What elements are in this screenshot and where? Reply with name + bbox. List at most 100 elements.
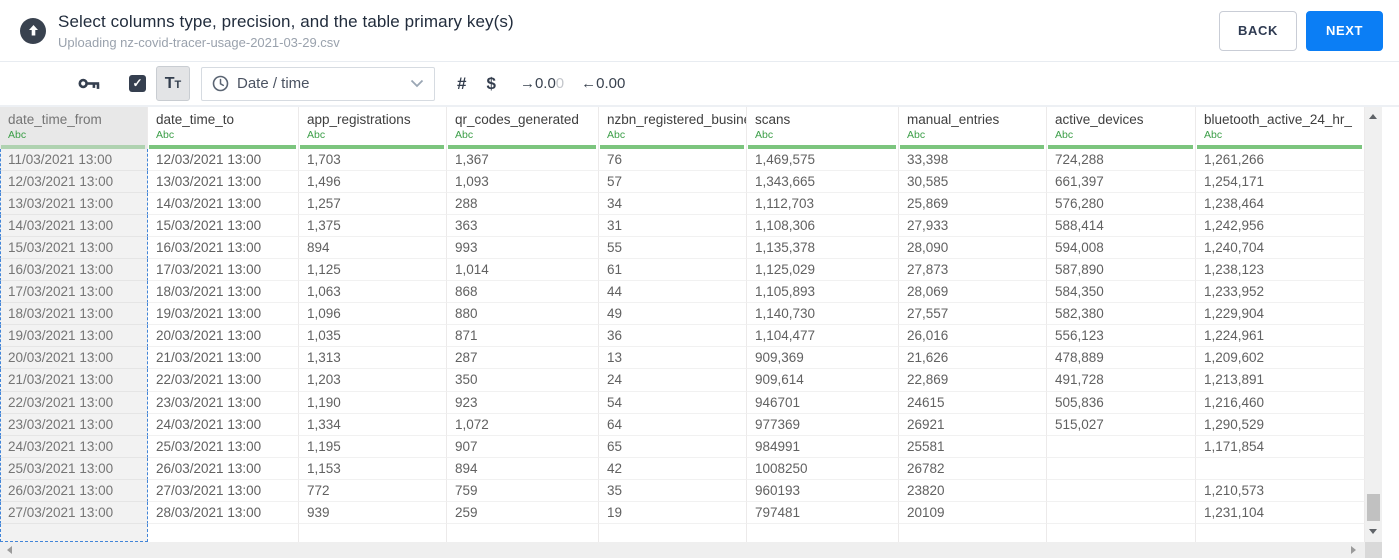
cell-date_time_from[interactable]: 11/03/2021 13:00 xyxy=(0,149,148,172)
cell-date_time_to[interactable]: 21/03/2021 13:00 xyxy=(148,347,299,370)
cell-qr_codes_generated[interactable]: 923 xyxy=(447,391,599,414)
cell-app_registrations[interactable]: 1,096 xyxy=(299,303,447,326)
cell-date_time_from[interactable]: 22/03/2021 13:00 xyxy=(0,391,148,414)
primary-key-icon[interactable] xyxy=(78,75,102,92)
cell-date_time_to[interactable]: 17/03/2021 13:00 xyxy=(148,259,299,282)
cell-nzbn_registered_busine[interactable]: 13 xyxy=(599,347,747,370)
cell-app_registrations[interactable]: 1,334 xyxy=(299,413,447,436)
cell-bluetooth_active_24_hr_[interactable]: 1,213,891 xyxy=(1196,369,1365,392)
cell-bluetooth_active_24_hr_[interactable]: 1,209,602 xyxy=(1196,347,1365,370)
cell-nzbn_registered_busine[interactable]: 35 xyxy=(599,479,747,502)
cell-nzbn_registered_busine[interactable]: 19 xyxy=(599,501,747,524)
cell-qr_codes_generated[interactable]: 259 xyxy=(447,501,599,524)
cell-active_devices[interactable]: 491,728 xyxy=(1047,369,1196,392)
cell-app_registrations[interactable]: 1,257 xyxy=(299,193,447,216)
cell-date_time_to[interactable]: 26/03/2021 13:00 xyxy=(148,457,299,480)
cell-scans[interactable] xyxy=(747,523,899,542)
cell-date_time_from[interactable]: 13/03/2021 13:00 xyxy=(0,193,148,216)
cell-app_registrations[interactable]: 1,190 xyxy=(299,391,447,414)
cell-scans[interactable]: 1,140,730 xyxy=(747,303,899,326)
column-header-nzbn_registered_busine[interactable]: nzbn_registered_busine Abc xyxy=(599,107,747,149)
cell-date_time_to[interactable]: 18/03/2021 13:00 xyxy=(148,281,299,304)
cell-date_time_from[interactable]: 16/03/2021 13:00 xyxy=(0,259,148,282)
cell-date_time_from[interactable]: 14/03/2021 13:00 xyxy=(0,215,148,238)
cell-active_devices[interactable]: 556,123 xyxy=(1047,325,1196,348)
cell-nzbn_registered_busine[interactable]: 57 xyxy=(599,171,747,194)
cell-manual_entries[interactable]: 25581 xyxy=(899,435,1047,458)
cell-date_time_from[interactable]: 21/03/2021 13:00 xyxy=(0,369,148,392)
cell-manual_entries[interactable]: 22,869 xyxy=(899,369,1047,392)
cell-nzbn_registered_busine[interactable]: 44 xyxy=(599,281,747,304)
cell-qr_codes_generated[interactable]: 1,014 xyxy=(447,259,599,282)
text-type-button[interactable]: Tt xyxy=(156,66,190,101)
cell-bluetooth_active_24_hr_[interactable]: 1,216,460 xyxy=(1196,391,1365,414)
cell-manual_entries[interactable]: 20109 xyxy=(899,501,1047,524)
cell-app_registrations[interactable]: 1,035 xyxy=(299,325,447,348)
type-dropdown[interactable]: Date / time xyxy=(201,66,435,101)
cell-qr_codes_generated[interactable]: 287 xyxy=(447,347,599,370)
cell-active_devices[interactable]: 505,836 xyxy=(1047,391,1196,414)
cell-nzbn_registered_busine[interactable]: 24 xyxy=(599,369,747,392)
scroll-down-icon[interactable] xyxy=(1369,529,1377,534)
column-header-qr_codes_generated[interactable]: qr_codes_generated Abc xyxy=(447,107,599,149)
precision-decrease-button[interactable]: ←0.00 xyxy=(581,75,626,92)
cell-app_registrations[interactable]: 1,195 xyxy=(299,435,447,458)
cell-nzbn_registered_busine[interactable]: 61 xyxy=(599,259,747,282)
cell-manual_entries[interactable]: 27,557 xyxy=(899,303,1047,326)
vertical-scrollbar-thumb[interactable] xyxy=(1367,494,1380,521)
cell-scans[interactable]: 1,343,665 xyxy=(747,171,899,194)
cell-nzbn_registered_busine[interactable]: 49 xyxy=(599,303,747,326)
next-button[interactable]: NEXT xyxy=(1306,10,1383,51)
cell-qr_codes_generated[interactable]: 871 xyxy=(447,325,599,348)
cell-qr_codes_generated[interactable]: 1,367 xyxy=(447,149,599,172)
cell-bluetooth_active_24_hr_[interactable]: 1,210,573 xyxy=(1196,479,1365,502)
cell-scans[interactable]: 1,112,703 xyxy=(747,193,899,216)
cell-active_devices[interactable] xyxy=(1047,479,1196,502)
cell-bluetooth_active_24_hr_[interactable]: 1,171,854 xyxy=(1196,435,1365,458)
cell-scans[interactable]: 1,135,378 xyxy=(747,237,899,260)
cell-date_time_to[interactable]: 23/03/2021 13:00 xyxy=(148,391,299,414)
column-header-bluetooth_active_24_hr_[interactable]: bluetooth_active_24_hr_ Abc xyxy=(1196,107,1365,149)
cell-date_time_from[interactable]: 19/03/2021 13:00 xyxy=(0,325,148,348)
cell-date_time_from[interactable]: 23/03/2021 13:00 xyxy=(0,413,148,436)
cell-scans[interactable]: 1,125,029 xyxy=(747,259,899,282)
cell-app_registrations[interactable]: 1,203 xyxy=(299,369,447,392)
cell-app_registrations[interactable]: 1,063 xyxy=(299,281,447,304)
cell-scans[interactable]: 797481 xyxy=(747,501,899,524)
cell-active_devices[interactable]: 587,890 xyxy=(1047,259,1196,282)
cell-bluetooth_active_24_hr_[interactable]: 1,224,961 xyxy=(1196,325,1365,348)
cell-bluetooth_active_24_hr_[interactable]: 1,238,464 xyxy=(1196,193,1365,216)
cell-date_time_to[interactable]: 19/03/2021 13:00 xyxy=(148,303,299,326)
cell-active_devices[interactable] xyxy=(1047,523,1196,542)
cell-manual_entries[interactable]: 30,585 xyxy=(899,171,1047,194)
cell-scans[interactable]: 984991 xyxy=(747,435,899,458)
cell-nzbn_registered_busine[interactable]: 54 xyxy=(599,391,747,414)
cell-date_time_from[interactable]: 20/03/2021 13:00 xyxy=(0,347,148,370)
cell-scans[interactable]: 1008250 xyxy=(747,457,899,480)
column-header-scans[interactable]: scans Abc xyxy=(747,107,899,149)
cell-date_time_to[interactable]: 25/03/2021 13:00 xyxy=(148,435,299,458)
cell-app_registrations[interactable]: 894 xyxy=(299,237,447,260)
cell-app_registrations[interactable] xyxy=(299,523,447,542)
cell-bluetooth_active_24_hr_[interactable]: 1,254,171 xyxy=(1196,171,1365,194)
cell-manual_entries[interactable]: 28,090 xyxy=(899,237,1047,260)
cell-bluetooth_active_24_hr_[interactable]: 1,231,104 xyxy=(1196,501,1365,524)
cell-active_devices[interactable]: 582,380 xyxy=(1047,303,1196,326)
cell-date_time_from[interactable]: 18/03/2021 13:00 xyxy=(0,303,148,326)
cell-app_registrations[interactable]: 1,125 xyxy=(299,259,447,282)
cell-active_devices[interactable]: 594,008 xyxy=(1047,237,1196,260)
cell-qr_codes_generated[interactable]: 894 xyxy=(447,457,599,480)
cell-scans[interactable]: 977369 xyxy=(747,413,899,436)
cell-qr_codes_generated[interactable]: 1,072 xyxy=(447,413,599,436)
cell-scans[interactable]: 946701 xyxy=(747,391,899,414)
cell-qr_codes_generated[interactable]: 868 xyxy=(447,281,599,304)
cell-date_time_to[interactable]: 22/03/2021 13:00 xyxy=(148,369,299,392)
cell-scans[interactable]: 909,614 xyxy=(747,369,899,392)
cell-date_time_to[interactable] xyxy=(148,523,299,542)
cell-active_devices[interactable]: 478,889 xyxy=(1047,347,1196,370)
cell-date_time_to[interactable]: 20/03/2021 13:00 xyxy=(148,325,299,348)
cell-qr_codes_generated[interactable]: 1,093 xyxy=(447,171,599,194)
cell-scans[interactable]: 909,369 xyxy=(747,347,899,370)
cell-date_time_to[interactable]: 16/03/2021 13:00 xyxy=(148,237,299,260)
cell-bluetooth_active_24_hr_[interactable]: 1,233,952 xyxy=(1196,281,1365,304)
